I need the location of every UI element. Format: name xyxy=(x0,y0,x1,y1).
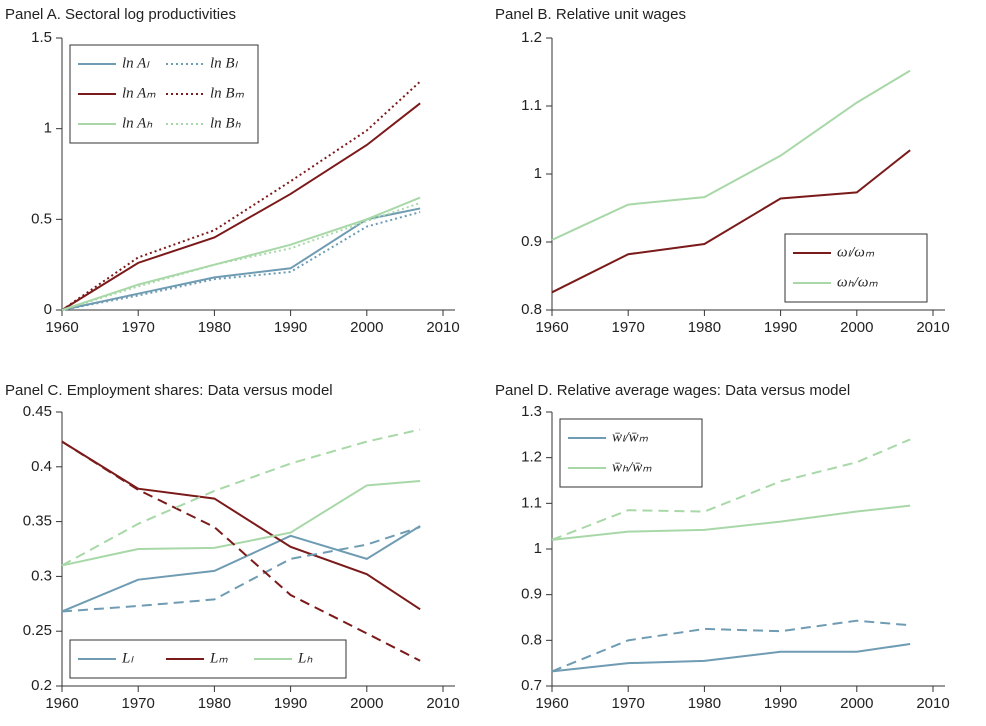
x-tick-label: 1990 xyxy=(764,695,797,712)
series-line xyxy=(551,504,911,541)
x-tick-label: 1980 xyxy=(198,319,231,336)
x-tick-label: 2010 xyxy=(916,319,949,336)
legend-label: ln Aₕ xyxy=(122,115,153,131)
x-tick-label: 1970 xyxy=(122,695,155,712)
y-tick-label: 0.45 xyxy=(23,403,52,420)
legend-label: ln Bₘ xyxy=(210,85,245,101)
legend-label: ln Bₗ xyxy=(210,55,239,71)
series-line xyxy=(61,202,421,311)
y-tick-label: 0.3 xyxy=(31,567,52,584)
x-tick-label: 2010 xyxy=(426,695,459,712)
x-tick-label: 1960 xyxy=(45,695,78,712)
legend: ln Aₗ ln Bₗ ln Aₘ ln Bₘ ln Aₕ ln Bₕ xyxy=(69,44,259,144)
y-tick-label: 1.1 xyxy=(521,494,542,511)
x-tick-label: 1960 xyxy=(45,319,78,336)
y-tick-label: 0.2 xyxy=(31,677,52,694)
legend-label: ln Aₗ xyxy=(122,55,150,71)
y-tick-label: 1.2 xyxy=(521,29,542,46)
y-tick-label: 0 xyxy=(44,301,52,318)
y-tick-label: 0.9 xyxy=(521,586,542,603)
x-tick-label: 1960 xyxy=(535,319,568,336)
series-line xyxy=(61,211,421,311)
y-tick-label: 0.8 xyxy=(521,301,542,318)
series-line xyxy=(551,438,911,541)
x-tick-label: 1960 xyxy=(535,695,568,712)
panel-title: Panel B. Relative unit wages xyxy=(495,6,686,23)
series-line xyxy=(61,207,421,311)
legend-box xyxy=(784,233,928,303)
series-line xyxy=(551,619,911,673)
series-line xyxy=(61,440,421,662)
series-line xyxy=(61,480,421,567)
x-tick-label: 2010 xyxy=(426,319,459,336)
legend-box xyxy=(559,418,703,488)
series-line xyxy=(551,149,911,294)
x-tick-label: 1990 xyxy=(274,695,307,712)
y-tick-label: 0.5 xyxy=(31,210,52,227)
x-tick-label: 1990 xyxy=(274,319,307,336)
x-tick-label: 1970 xyxy=(122,319,155,336)
y-tick-label: 1 xyxy=(44,120,52,137)
y-tick-label: 0.35 xyxy=(23,513,52,530)
series-line xyxy=(61,196,421,311)
y-tick-label: 0.9 xyxy=(521,233,542,250)
legend-label: w̄ₗ/w̄ₘ xyxy=(612,429,649,445)
series-line xyxy=(61,526,421,613)
y-tick-label: 1.2 xyxy=(521,449,542,466)
legend-label: ln Aₘ xyxy=(122,85,156,101)
x-tick-label: 2000 xyxy=(350,695,383,712)
series-line xyxy=(61,525,421,613)
x-tick-label: 1980 xyxy=(198,695,231,712)
panel-title: Panel C. Employment shares: Data versus … xyxy=(5,382,333,399)
x-tick-label: 1980 xyxy=(688,319,721,336)
legend-label: ωₕ/ωₘ xyxy=(837,274,878,290)
x-tick-label: 2000 xyxy=(840,319,873,336)
panel-title: Panel D. Relative average wages: Data ve… xyxy=(495,382,850,399)
legend-label: Lₕ xyxy=(297,650,313,666)
panel-title: Panel A. Sectoral log productivities xyxy=(5,6,236,23)
y-tick-label: 1 xyxy=(534,165,542,182)
x-tick-label: 2000 xyxy=(350,319,383,336)
series-line xyxy=(551,642,911,673)
y-tick-label: 0.25 xyxy=(23,622,52,639)
y-tick-label: 0.7 xyxy=(521,677,542,694)
series-line xyxy=(551,69,911,241)
y-tick-label: 1.1 xyxy=(521,97,542,114)
y-tick-label: 1 xyxy=(534,540,542,557)
x-tick-label: 2010 xyxy=(916,695,949,712)
legend-label: ωₗ/ωₘ xyxy=(837,244,875,260)
legend-label: w̄ₕ/w̄ₘ xyxy=(612,459,652,475)
legend: w̄ₗ/w̄ₘ w̄ₕ/w̄ₘ xyxy=(559,418,703,488)
y-tick-label: 0.4 xyxy=(31,458,52,475)
series-line xyxy=(61,428,421,567)
x-tick-label: 1990 xyxy=(764,319,797,336)
x-tick-label: 2000 xyxy=(840,695,873,712)
series-line xyxy=(61,102,421,311)
legend: Lₗ Lₘ Lₕ xyxy=(69,639,347,679)
legend: ωₗ/ωₘ ωₕ/ωₘ xyxy=(784,233,928,303)
legend-label: Lₘ xyxy=(209,650,228,666)
legend-label: ln Bₕ xyxy=(210,115,242,131)
x-tick-label: 1970 xyxy=(612,695,645,712)
legend-label: Lₗ xyxy=(121,650,134,666)
y-tick-label: 1.5 xyxy=(31,29,52,46)
y-tick-label: 0.8 xyxy=(521,631,542,648)
y-tick-label: 1.3 xyxy=(521,403,542,420)
x-tick-label: 1970 xyxy=(612,319,645,336)
series-line xyxy=(61,440,421,611)
x-tick-label: 1980 xyxy=(688,695,721,712)
